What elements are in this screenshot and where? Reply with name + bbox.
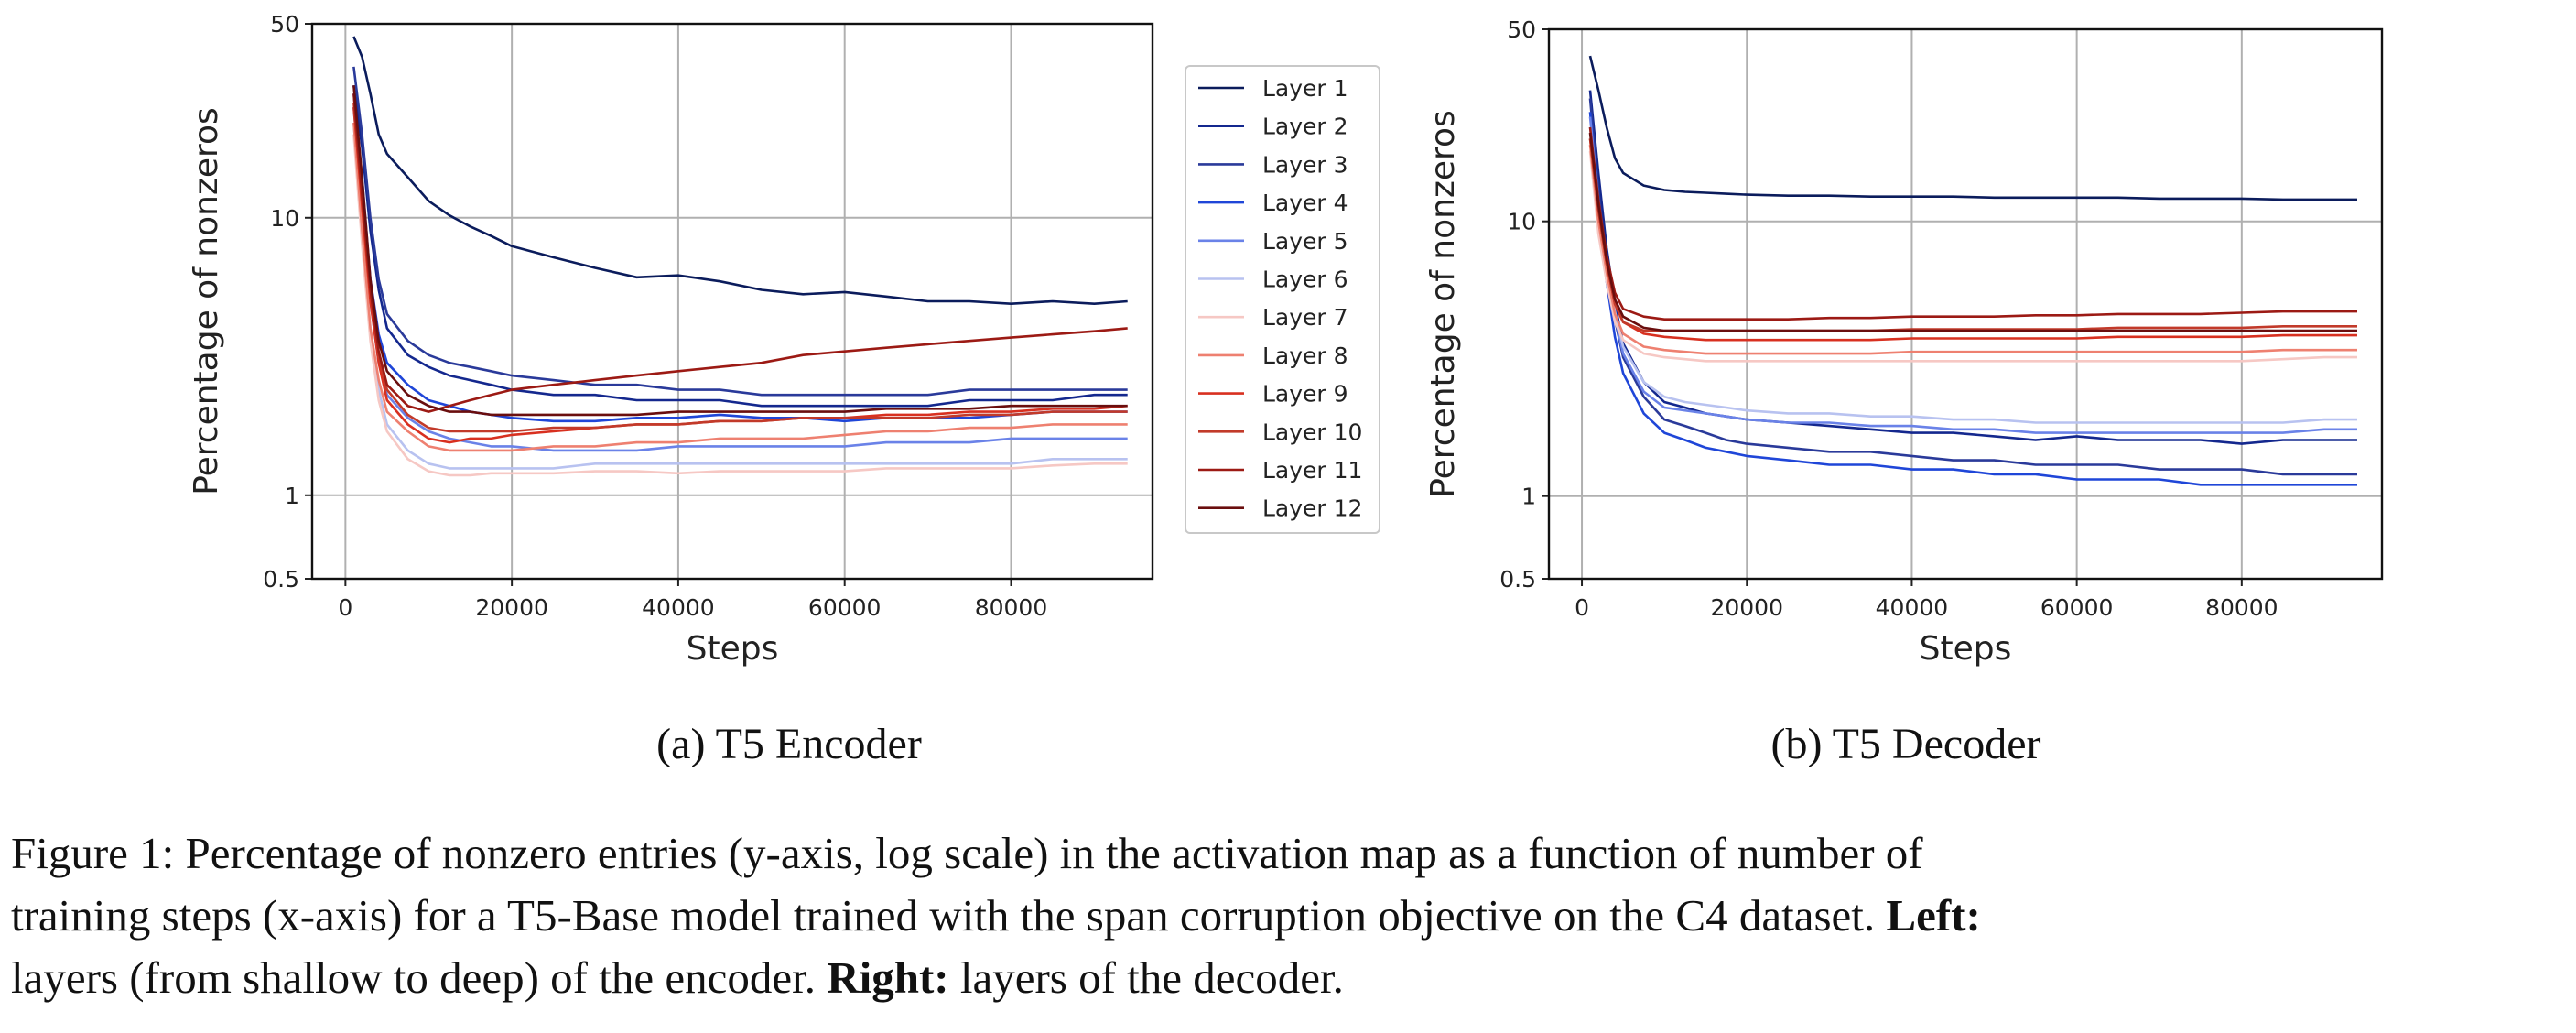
legend-label: Layer 9 — [1262, 381, 1348, 408]
y-tick-label: 10 — [1507, 209, 1536, 235]
x-tick-label: 80000 — [975, 594, 1048, 621]
legend-label: Layer 8 — [1262, 343, 1348, 369]
caption-line-3: layers (from shallow to deep) of the enc… — [11, 947, 2565, 1009]
legend-label: Layer 1 — [1262, 75, 1348, 102]
caption-line-2-text: training steps (x-axis) for a T5-Base mo… — [11, 890, 1887, 941]
y-tick-label: 0.5 — [1499, 566, 1536, 593]
series-line-layer-4 — [1588, 112, 2357, 486]
y-axis-label: Percentage of nonzeros — [188, 107, 225, 495]
series-line-layer-12 — [352, 85, 1128, 417]
legend-label: Layer 6 — [1262, 266, 1348, 293]
plot-frame — [1547, 27, 2384, 581]
x-tick-label: 20000 — [475, 594, 548, 621]
series-line-layer-6 — [352, 122, 1128, 470]
caption-right-label: Right: — [827, 952, 949, 1003]
series-line-layer-3 — [352, 66, 1128, 397]
subfigure-caption: (b) T5 Decoder — [1771, 720, 2041, 768]
legend-label: Layer 10 — [1262, 419, 1362, 445]
legend-label: Layer 5 — [1262, 228, 1348, 255]
series-line-layer-4 — [352, 93, 1128, 423]
caption-line-2: training steps (x-axis) for a T5-Base mo… — [11, 885, 2565, 947]
y-axis-label: Percentage of nonzeros — [1424, 110, 1462, 498]
legend-label: Layer 11 — [1262, 457, 1362, 484]
series-line-layer-11 — [352, 93, 1128, 413]
caption-left-label: Left: — [1886, 890, 1981, 941]
y-tick-label: 10 — [270, 205, 299, 232]
y-tick-label: 1 — [285, 483, 299, 509]
x-tick-label: 40000 — [1876, 594, 1949, 621]
series-line-layer-3 — [1588, 98, 2357, 476]
caption-line-1: Figure 1: Percentage of nonzero entries … — [11, 828, 1923, 878]
legend-box — [1185, 65, 1380, 534]
caption-line-3-tail: layers of the decoder. — [948, 952, 1344, 1003]
legend-label: Layer 2 — [1262, 114, 1348, 140]
decoder-chart: 0 20000 40000 60000 80000 0.5 1 10 50 Steps Percen… — [1424, 16, 2384, 768]
series-line-layer-5 — [1588, 116, 2357, 434]
x-tick-label: 60000 — [2040, 594, 2114, 621]
x-axis-label: Steps — [1920, 630, 2012, 668]
series-line-layer-12 — [1588, 132, 2357, 332]
series-line-layer-7 — [352, 134, 1128, 477]
series-line-layer-8 — [352, 122, 1128, 452]
series-line-layer-10 — [352, 102, 1128, 433]
x-axis-label: Steps — [687, 630, 779, 668]
figure: 0 20000 40000 60000 800000.511050StepsPercen… — [188, 11, 2384, 768]
series-line-layer-8 — [1588, 144, 2357, 355]
legend-label: Layer 7 — [1262, 304, 1348, 331]
series-line-layer-7 — [1588, 150, 2357, 363]
chart-legend: Layer 1 Layer 2 Layer 3 Layer 4 Layer 5 Layer… — [1185, 65, 1380, 534]
series-line-layer-6 — [1588, 126, 2357, 424]
y-tick-label: 0.5 — [263, 566, 299, 593]
series-line-layer-1 — [352, 36, 1128, 305]
legend-label: Layer 3 — [1262, 151, 1348, 178]
legend-label: Layer 12 — [1262, 495, 1362, 522]
x-tick-label: 60000 — [808, 594, 882, 621]
series-line-layer-5 — [352, 107, 1128, 452]
x-tick-label: 0 — [1575, 594, 1589, 621]
encoder-chart: 0 20000 40000 60000 80000 0.5 1 10 50 Steps Percen… — [188, 11, 1154, 768]
series-line-layer-2 — [1588, 90, 2357, 445]
x-tick-label: 40000 — [642, 594, 715, 621]
series-line-layer-2 — [352, 85, 1128, 408]
y-tick-label: 1 — [1521, 484, 1536, 510]
x-tick-label: 0 — [338, 594, 352, 621]
series-line-layer-11 — [1588, 126, 2357, 321]
y-tick-label: 50 — [270, 11, 299, 38]
x-tick-label: 20000 — [1710, 594, 1783, 621]
plot-frame — [310, 22, 1154, 581]
series-line-layer-1 — [1588, 55, 2357, 201]
legend-label: Layer 4 — [1262, 190, 1348, 216]
figure-caption: Figure 1: Percentage of nonzero entries … — [11, 822, 2565, 1009]
x-tick-label: 80000 — [2205, 594, 2278, 621]
caption-line-3-text: layers (from shallow to deep) of the enc… — [11, 952, 828, 1003]
y-tick-label: 50 — [1507, 16, 1536, 43]
subfigure-caption: (a) T5 Encoder — [656, 720, 922, 768]
